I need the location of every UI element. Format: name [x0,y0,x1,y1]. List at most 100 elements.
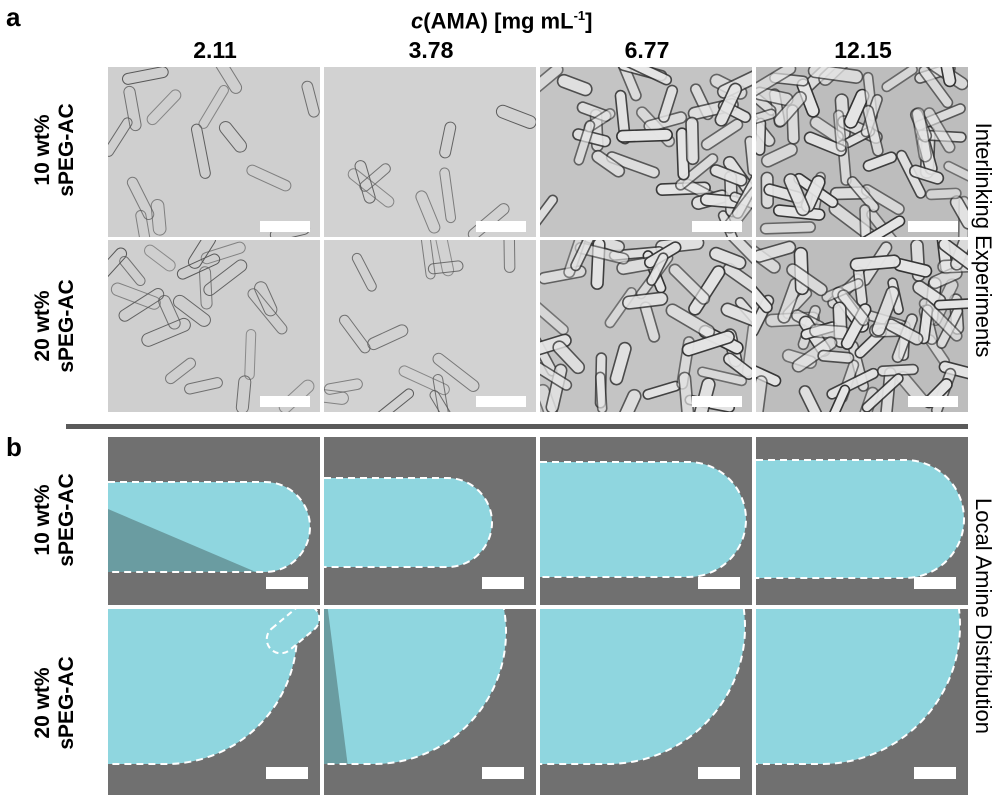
rod-particle [722,262,752,297]
rod-particle [432,352,480,392]
rod-particle [123,85,142,132]
rod-particle [609,341,632,386]
scale-bar [482,577,524,589]
rod-particle [427,260,464,275]
scale-bar [476,396,526,407]
rod-particle [791,336,838,373]
rod-particle [209,67,243,94]
rod-particle [495,104,536,129]
fluor-r2-c3 [540,609,752,795]
rod-particle [773,90,808,128]
rod-particle [908,164,945,185]
rod-particle [594,371,608,412]
rod-particle [726,240,752,267]
rod-particle [759,221,817,235]
rod-particle [540,67,564,101]
particle-outline [324,477,493,568]
rod-particle [122,67,169,85]
rod-particle [911,107,933,163]
rod-particle [432,373,451,412]
rod-particle [199,266,213,310]
panel-divider [66,424,968,429]
scale-bar [476,221,526,232]
micrograph-r1-c4 [756,67,968,237]
rod-particle [621,291,669,310]
rod-particle [714,82,743,127]
rod-particle [351,252,377,292]
rod-particle [786,263,828,297]
rod-particle [184,377,223,395]
rod-particle [616,128,673,143]
particle-outline [108,609,298,765]
rod-particle [881,67,918,93]
rod-particle [244,328,257,380]
side-label-interlinking: Interlinking Experiments [971,122,996,358]
conc-label-4: 12.15 [834,37,892,63]
rod-particle [849,254,901,272]
rod-particle [862,104,884,157]
rod-particle [623,67,673,86]
rod-particle [756,67,797,98]
rod-particle [540,357,573,391]
rod-particle [540,333,572,358]
header-text: (AMA) [mg mL [423,8,574,34]
rod-particle [668,263,711,305]
rod-particle [503,240,516,273]
rod-particle [923,107,956,154]
particle-outline [324,609,507,765]
rod-particle [783,173,811,217]
conc-label-1: 2.11 [193,37,237,63]
rod-particle [723,352,752,381]
particle-fluorescence [324,478,492,567]
rod-particle [591,149,626,178]
rod-particle [681,330,735,357]
rod-particle [200,241,246,265]
scale-bar [260,221,310,232]
rod-particle [938,240,968,272]
micrograph-r1-c1 [108,67,320,237]
particle-fluorescence [756,460,964,578]
rod-particle [709,246,747,270]
rod-particle [398,365,450,396]
row-label-b-20wt: 20 wt% sPEG-AC [31,656,78,750]
rod-particle [824,384,851,412]
fluor-r1-c2 [324,437,536,605]
rod-particle [172,294,211,327]
rod-particle [756,108,777,129]
rod-particle [339,314,371,354]
micrograph-r1-c3 [540,67,752,237]
panel-b-label: b [6,432,22,462]
scale-bar [914,577,956,589]
rod-particle [720,302,752,331]
row-label-b-10wt: 10 wt% sPEG-AC [31,473,78,567]
side-label-amine: Local Amine Distribution [971,497,996,735]
row-label-a-10wt: 10 wt% sPEG-AC [31,103,78,197]
scale-bar [266,767,308,779]
rod-particle [938,360,968,383]
rod-particle [760,142,798,168]
scale-bar [908,396,958,407]
rod-particle [861,373,904,412]
rod-particle [367,324,409,351]
rod-particle [646,252,669,286]
rod-particle [674,153,719,191]
rod-particle [756,240,797,263]
header-superscript: -1 [573,8,586,23]
particle-fluorescence [756,609,960,764]
rod-particle [144,244,176,272]
scale-bar [692,221,742,232]
rod-particle [119,256,146,287]
rod-particle [556,73,593,97]
rod-particle [324,387,349,405]
rod-particle [871,285,900,337]
rod-particle [108,117,133,157]
rod-particle [685,116,700,166]
rod-particle [837,289,870,327]
rod-particle [415,190,441,234]
rod-particle [798,385,824,412]
rod-particle [359,163,391,192]
rod-particle [859,215,906,237]
particle-outline [756,459,965,579]
rod-particle [709,164,748,187]
rod-particle [301,80,320,118]
